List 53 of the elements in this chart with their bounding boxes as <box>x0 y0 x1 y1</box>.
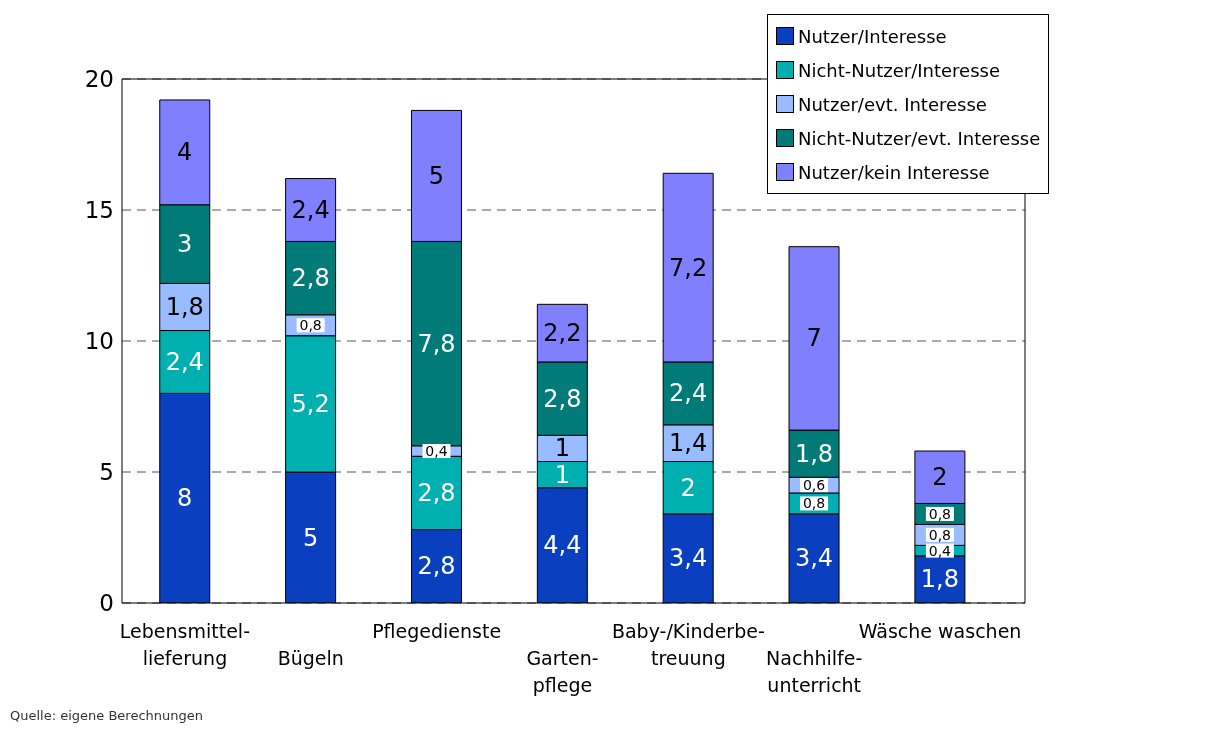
data-label: 2,8 <box>291 264 330 293</box>
data-label: 3,4 <box>669 544 708 573</box>
legend-label: Nutzer/evt. Interesse <box>798 93 987 115</box>
y-tick-label: 15 <box>84 197 114 224</box>
legend-label: Nicht-Nutzer/evt. Interesse <box>798 127 1041 149</box>
x-tick-label: Garten- pflege <box>526 647 599 696</box>
data-label: 2,4 <box>669 379 708 408</box>
data-label: 0,8 <box>928 505 952 522</box>
y-tick-label: 10 <box>84 328 114 355</box>
y-tick-label: 20 <box>84 66 114 93</box>
data-label: 1 <box>554 460 570 489</box>
legend-label: Nicht-Nutzer/Interesse <box>798 59 1000 81</box>
x-tick-label: Lebensmittel- lieferung <box>119 620 251 669</box>
x-tick-label: Bügeln <box>277 647 344 670</box>
data-label: 8 <box>177 484 193 513</box>
data-label: 4 <box>177 138 193 167</box>
data-label: 2,2 <box>543 319 582 348</box>
data-label: 1,8 <box>165 292 204 321</box>
y-tick-label: 5 <box>99 459 114 486</box>
data-label: 0,4 <box>425 443 448 460</box>
data-label: 7 <box>806 324 822 353</box>
data-label: 0,8 <box>802 495 826 512</box>
data-label: 7,2 <box>669 253 708 282</box>
data-label: 4,4 <box>543 531 582 560</box>
x-tick-label: Wäsche waschen <box>858 620 1022 643</box>
data-label: 0,6 <box>802 477 826 494</box>
data-label: 3,4 <box>794 544 834 573</box>
data-label: 7,8 <box>417 329 456 358</box>
data-label: 0,8 <box>928 526 952 543</box>
data-label: 2,4 <box>291 196 330 224</box>
data-label: 5 <box>428 161 445 190</box>
data-label: 2,8 <box>417 478 456 507</box>
data-label: 1,8 <box>920 565 959 594</box>
data-label: 2,8 <box>543 384 582 413</box>
data-label: 1,4 <box>669 429 708 458</box>
y-tick-label: 0 <box>99 590 114 617</box>
x-tick-label: Nachhilfe- unterricht <box>766 647 863 696</box>
data-label: 1,8 <box>794 439 834 468</box>
data-label: 0,8 <box>299 317 322 334</box>
data-label: 3 <box>177 230 193 259</box>
data-label: 2 <box>680 473 696 502</box>
legend-label: Nutzer/kein Interesse <box>798 161 990 183</box>
x-tick-label: Pflegedienste <box>372 620 502 643</box>
data-label: 1 <box>554 434 570 463</box>
legend-label: Nutzer/Interesse <box>798 25 947 47</box>
x-tick-label: Baby-/Kinderbe- treuung <box>611 620 765 669</box>
data-label: 2,4 <box>165 347 204 376</box>
data-label: 2,8 <box>417 552 456 581</box>
data-label: 0,4 <box>928 542 952 559</box>
source-note: Quelle: eigene Berechnungen <box>10 708 204 723</box>
data-label: 5 <box>302 523 319 552</box>
data-label: 2 <box>932 463 948 492</box>
data-label: 5,2 <box>291 389 330 418</box>
